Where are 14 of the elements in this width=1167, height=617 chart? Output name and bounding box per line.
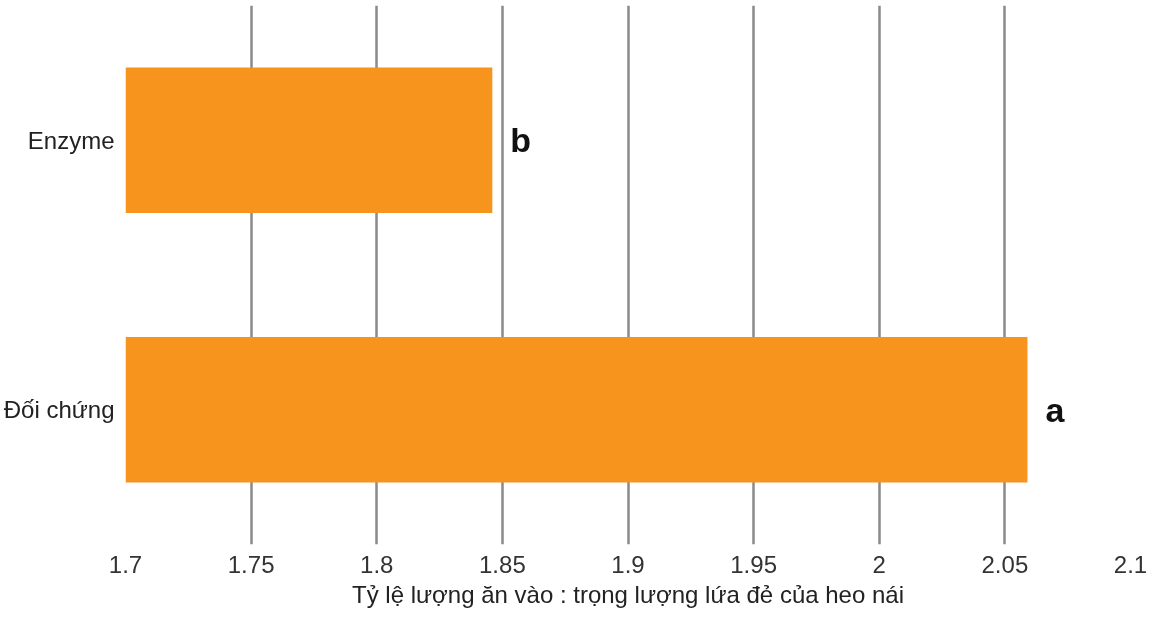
- x-tick-label: 2: [872, 550, 886, 578]
- x-tick-label: 1.9: [611, 550, 645, 578]
- y-tick-label: Enzyme: [27, 126, 115, 154]
- x-tick-label: 1.7: [108, 550, 143, 578]
- x-tick-label: 2.1: [1113, 550, 1148, 578]
- x-tick-label: 2.05: [981, 550, 1029, 578]
- y-tick-label: Đối chứng: [3, 396, 115, 424]
- x-axis-title: Tỷ lệ lượng ăn vào : trọng lượng lứa đẻ của heo nái: [352, 580, 905, 608]
- annotation: a: [1045, 390, 1066, 429]
- x-tick-label: 1.75: [227, 550, 275, 578]
- x-tick-label: 1.8: [360, 550, 394, 578]
- x-tick-label: 1.95: [730, 550, 777, 578]
- x-tick-label: 1.85: [479, 550, 526, 578]
- annotation: b: [510, 121, 532, 160]
